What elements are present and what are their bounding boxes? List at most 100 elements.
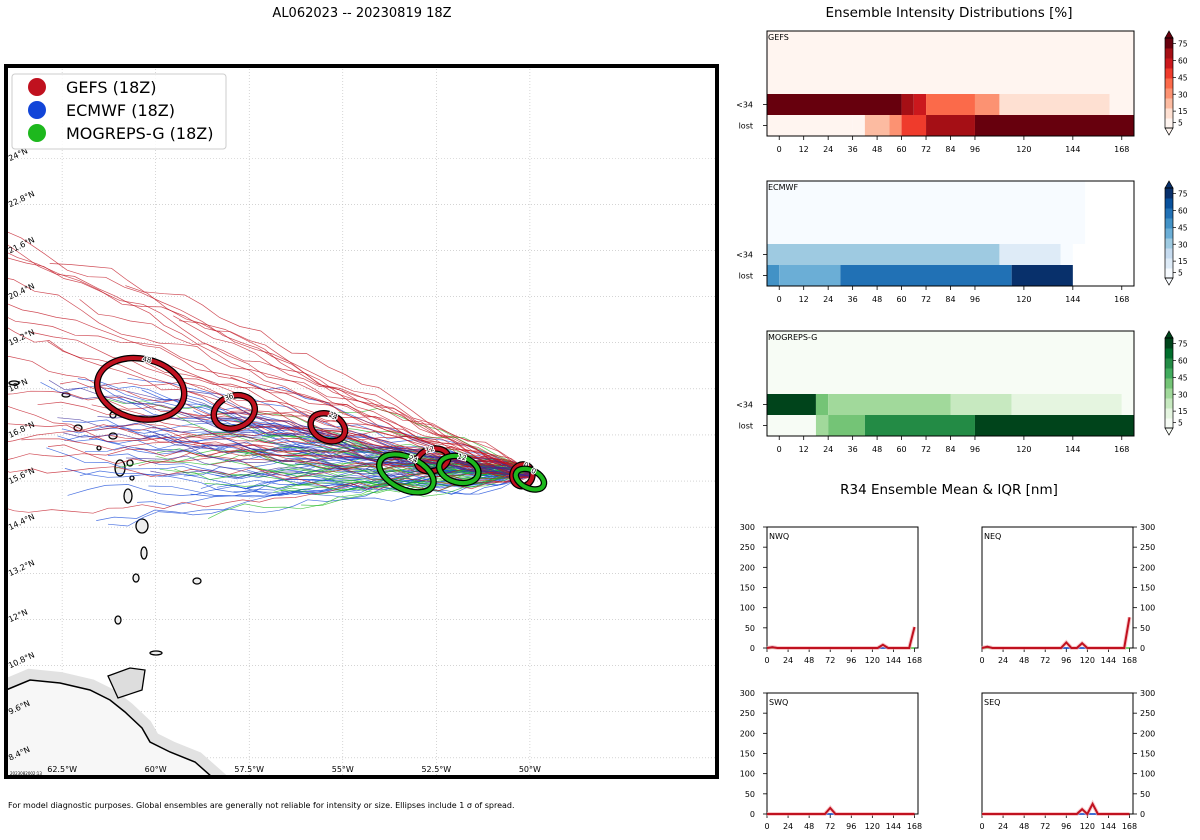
- colorbar-segment: [1165, 58, 1173, 69]
- r34-y-label: 250: [740, 543, 755, 552]
- heatmap-model-label: GEFS: [768, 33, 789, 42]
- legend-mogreps-swatch: [28, 124, 46, 142]
- r34-x-label: 24: [783, 656, 793, 665]
- r34-x-label: 96: [1061, 822, 1071, 831]
- heatmap-cell-lt34: [974, 94, 1000, 115]
- r34-x-label: 168: [1122, 822, 1137, 831]
- heatmap-x-label: 36: [848, 145, 858, 154]
- colorbar-extend-top: [1164, 180, 1174, 189]
- gefs-track: [47, 341, 531, 479]
- heatmap-cell-lt34: [999, 244, 1061, 265]
- r34-x-label: 120: [1080, 822, 1095, 831]
- intensity-title: Ensemble Intensity Distributions [%]: [826, 5, 1073, 21]
- legend-gefs-swatch: [28, 78, 46, 96]
- r34-x-label: 96: [846, 822, 856, 831]
- gefs-track: [171, 365, 526, 474]
- heatmap-x-label: 72: [921, 445, 931, 454]
- colorbar-label: 45: [1178, 223, 1188, 232]
- map-frame: [4, 64, 719, 779]
- r34-x-label: 168: [907, 822, 922, 831]
- mean-track: [188, 390, 531, 475]
- r34-x-label: 120: [865, 656, 880, 665]
- map-lon-label: 50°W: [519, 765, 541, 774]
- ellipse-ring: [308, 411, 348, 444]
- colorbar-label: 45: [1178, 373, 1188, 382]
- r34-panel-nwq: NWQ 0 24 48 72 96 120 144 168 0 50 100 150 200 250 300: [740, 523, 922, 665]
- colorbar-segment: [1165, 238, 1173, 249]
- heatmap-x-label: 144: [1065, 145, 1080, 154]
- r34-x-label: 48: [804, 822, 814, 831]
- ellipse-ring: [211, 393, 257, 431]
- heatmap-x-label: 36: [848, 445, 858, 454]
- r34-x-label: 24: [783, 822, 793, 831]
- heatmap-cell-lost: [926, 115, 975, 136]
- r34-y-label: 250: [1140, 709, 1155, 718]
- r34-title: R34 Ensemble Mean & IQR [nm]: [840, 482, 1058, 498]
- island: [129, 475, 135, 481]
- south-america-coast: [6, 679, 214, 777]
- colorbar-label: 60: [1178, 207, 1188, 216]
- colorbar-segment: [1165, 48, 1173, 59]
- heatmap-cell-lost: [767, 265, 780, 286]
- r34-y-label: 0: [750, 644, 755, 653]
- mean-track: [135, 447, 528, 479]
- r34-x-label: 72: [1040, 822, 1050, 831]
- heatmap-x-label: 84: [945, 145, 955, 154]
- heatmap-cell-lost: [974, 415, 1134, 436]
- r34-x-label: 144: [886, 822, 901, 831]
- colorbar-label: 5: [1178, 118, 1183, 127]
- r34-y-label: 0: [750, 810, 755, 819]
- heatmap-cell-lt34: [1109, 94, 1134, 115]
- heatmap-x-label: 48: [872, 295, 882, 304]
- heatmap-x-label: 0: [777, 445, 782, 454]
- r34-y-label: 200: [1140, 563, 1155, 572]
- colorbar-segment: [1165, 68, 1173, 79]
- island: [135, 518, 149, 534]
- r34-y-label: 300: [1140, 523, 1155, 532]
- map-lon-label: 57.5°W: [234, 765, 264, 774]
- r34-y-label: 300: [740, 523, 755, 532]
- r34-y-label: 100: [1140, 604, 1155, 613]
- colorbar-segment: [1165, 418, 1173, 429]
- island: [140, 546, 148, 560]
- ellipse-label: 12: [425, 445, 436, 455]
- trinidad-island: [107, 667, 146, 699]
- ecmwf-track: [79, 470, 529, 490]
- heatmap-cell-lt34: [767, 244, 1000, 265]
- colorbar-label: 15: [1178, 407, 1188, 416]
- gefs-track: [125, 285, 529, 476]
- heatmap-cell-lt34: [1011, 394, 1122, 415]
- heatmap-cell-lost: [864, 115, 890, 136]
- colorbar-segment: [1165, 38, 1173, 49]
- colorbar-segment: [1165, 88, 1173, 99]
- ecmwf-track: [96, 474, 534, 521]
- heatmap-x-label: 168: [1114, 445, 1129, 454]
- r34-y-label: 0: [1140, 810, 1145, 819]
- heatmap-model-label: ECMWF: [768, 183, 798, 192]
- colorbar-frame: [1164, 337, 1174, 429]
- r34-x-label: 96: [846, 656, 856, 665]
- heatmap-x-label: 168: [1114, 145, 1129, 154]
- heatmap-cell-lost: [889, 115, 902, 136]
- heatmap-x-label: 12: [799, 295, 809, 304]
- map-lon-label: 55°W: [332, 765, 354, 774]
- ellipse-ring: [513, 466, 547, 492]
- heatmap-x-label: 144: [1065, 445, 1080, 454]
- colorbar-extend-bottom: [1164, 127, 1174, 136]
- colorbar-label: 75: [1178, 40, 1188, 49]
- colorbar-segment: [1165, 108, 1173, 119]
- colorbar-segment: [1165, 378, 1173, 389]
- r34-x-label: 72: [1040, 656, 1050, 665]
- r34-series-gefs: [982, 801, 1130, 816]
- legend-mogreps-label: MOGREPS-G (18Z): [66, 124, 213, 143]
- r34-x-label: 0: [979, 656, 984, 665]
- heatmap-x-label: 168: [1114, 295, 1129, 304]
- colorbar-segment: [1165, 198, 1173, 209]
- heatmap-x-label: 120: [1016, 145, 1031, 154]
- mogreps-track: [156, 450, 533, 474]
- colorbar-segment: [1165, 348, 1173, 359]
- colorbar-extend-top: [1164, 330, 1174, 339]
- heatmap-row-label: lost: [739, 272, 753, 281]
